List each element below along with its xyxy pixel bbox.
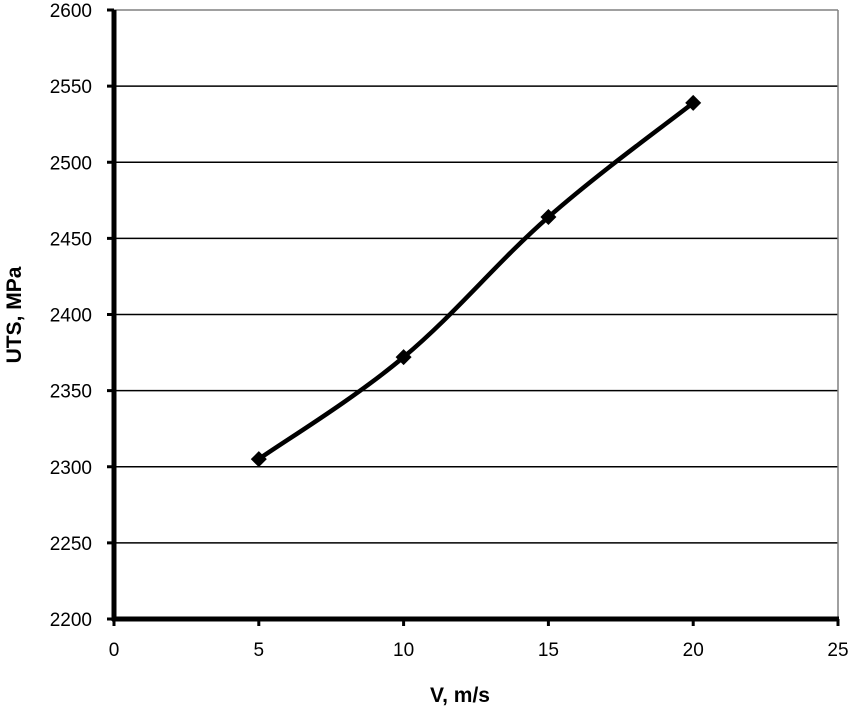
axes [111, 10, 839, 622]
diamond-marker [685, 94, 702, 111]
y-tick-label: 2300 [50, 458, 92, 479]
y-tick-label: 2600 [50, 1, 92, 22]
y-tick-label: 2500 [50, 153, 92, 174]
diamond-marker [540, 209, 557, 226]
y-tick-label: 2250 [50, 534, 92, 555]
gridlines [114, 9, 838, 544]
y-tick-label: 2400 [50, 306, 92, 327]
x-tick-labels: 0 5 10 15 20 25 [109, 619, 849, 661]
x-tick-label: 20 [683, 640, 704, 661]
data-series [250, 94, 702, 468]
x-tick-label: 25 [827, 640, 848, 661]
y-tick-label: 2450 [50, 229, 92, 250]
y-tick-labels: 2200 2250 2300 2350 2400 2450 2500 2550 2600 [50, 1, 114, 631]
y-tick-label: 2550 [50, 77, 92, 98]
x-tick-label: 15 [538, 640, 559, 661]
diamond-marker [250, 451, 267, 468]
diamond-marker [395, 349, 412, 366]
x-tick-label: 5 [254, 640, 265, 661]
x-tick-label: 10 [393, 640, 414, 661]
y-axis-title: UTS, MPa [3, 266, 26, 363]
y-tick-label: 2200 [50, 610, 92, 631]
y-tick-label: 2350 [50, 382, 92, 403]
x-axis-title: V, m/s [430, 684, 490, 707]
series-line [257, 101, 695, 461]
x-tick-label: 0 [109, 640, 120, 661]
